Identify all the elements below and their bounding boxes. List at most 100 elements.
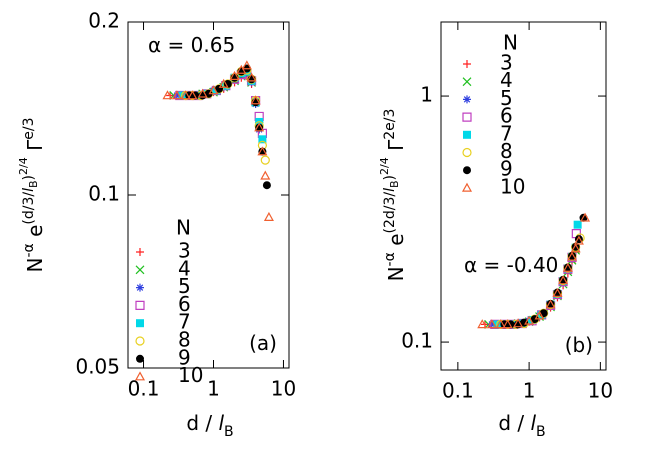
data-point [563, 263, 572, 272]
label-part: Γ [23, 139, 47, 157]
legend-marker [135, 265, 145, 275]
annotation: (a) [249, 331, 277, 355]
data-point [162, 90, 173, 100]
data-point [495, 319, 506, 329]
label-part: d / [498, 411, 530, 435]
label-part: -α [21, 243, 37, 257]
data-point [258, 147, 267, 156]
data-point [487, 320, 496, 329]
data-point [486, 319, 497, 329]
x-tick-label: 10 [588, 379, 613, 403]
data-point [263, 211, 274, 221]
label-part: 2/4 [378, 157, 391, 175]
label-part: ) [21, 175, 37, 180]
legend-label: 7 [500, 121, 513, 145]
label-part: Γ [384, 139, 408, 157]
data-point [566, 251, 578, 261]
legend-marker [136, 248, 144, 256]
label-part: N [23, 258, 47, 273]
legend-label: 7 [178, 310, 191, 334]
legend-marker [136, 354, 144, 363]
label-part: B [536, 424, 546, 440]
x-tick-label: 1 [207, 377, 220, 401]
legend-label: 3 [500, 51, 513, 75]
data-point [262, 181, 271, 190]
legend-label: 8 [178, 328, 191, 352]
label-part: -α [382, 252, 398, 266]
legend-label: 9 [178, 345, 191, 369]
y-tick-label: 0.1 [401, 329, 433, 353]
data-point [241, 60, 252, 70]
data-point [236, 64, 247, 74]
legend-label: 4 [178, 256, 191, 280]
y-axis-label: N-α e(2d/3/lB)2/4 Γ2e/3 [378, 109, 408, 282]
legend-marker [135, 300, 145, 310]
legend-marker [463, 130, 471, 139]
data-point [524, 315, 535, 325]
legend-label: 6 [178, 292, 191, 316]
x-tick-label: 0.1 [442, 379, 474, 403]
plot-frame [127, 21, 290, 369]
label-part: e [384, 233, 408, 252]
data-point [246, 72, 257, 82]
data-point [534, 310, 545, 320]
legend-marker [135, 336, 145, 346]
legend-label: 9 [500, 157, 513, 181]
data-point [502, 319, 513, 329]
legend-label: 10 [500, 174, 525, 198]
label-part: B [224, 424, 234, 440]
legend-marker [134, 371, 146, 381]
annotation: α = -0.40 [464, 253, 558, 277]
data-point [257, 146, 268, 156]
label-part: 2/4 [17, 157, 30, 175]
data-point [559, 275, 568, 284]
data-point [580, 212, 591, 222]
data-point [553, 288, 562, 297]
label-part: l [218, 411, 224, 435]
y-tick-label: 0.1 [88, 182, 120, 206]
data-point [260, 170, 271, 180]
data-point [229, 70, 240, 80]
data-point [254, 111, 264, 122]
data-point [254, 122, 265, 132]
legend-marker [462, 112, 472, 122]
data-point [171, 90, 182, 100]
data-point [562, 262, 573, 272]
x-tick-label: 10 [271, 377, 296, 401]
data-point [255, 123, 264, 132]
data-point [570, 243, 581, 253]
y-tick-label: 1 [420, 83, 433, 107]
label-part: (d/3/ [21, 192, 37, 225]
data-point [187, 90, 198, 100]
label-part: l [382, 188, 398, 192]
x-axis-label: d / lB [186, 411, 233, 440]
legend-marker [461, 182, 473, 192]
y-axis-label: N-α e(d/3/lB)2/4 Γe/3 [17, 118, 47, 273]
data-point [477, 319, 488, 329]
legend-label: 10 [178, 363, 203, 387]
data-point [218, 78, 229, 88]
data-point [552, 287, 563, 298]
data-point [208, 85, 219, 95]
legend-title: N [503, 31, 518, 55]
legend-marker [462, 147, 472, 158]
data-point [197, 88, 208, 98]
label-part: ) [382, 175, 398, 180]
y-tick-label: 0.2 [88, 9, 120, 33]
legend-marker [136, 283, 144, 292]
legend-marker [463, 95, 471, 104]
x-tick-label: 1 [523, 379, 536, 403]
data-point [546, 299, 555, 308]
data-point [223, 80, 232, 89]
label-part: e/3 [21, 118, 37, 140]
plot-frame [440, 21, 607, 371]
y-tick-label: 0.05 [75, 355, 120, 379]
label-part: B [27, 180, 40, 188]
label-part: B [388, 180, 401, 188]
legend-label: 6 [500, 104, 513, 128]
legend-label: 5 [500, 86, 513, 110]
data-point [172, 91, 181, 100]
legend-marker [136, 319, 144, 328]
legend-label: 8 [500, 139, 513, 163]
